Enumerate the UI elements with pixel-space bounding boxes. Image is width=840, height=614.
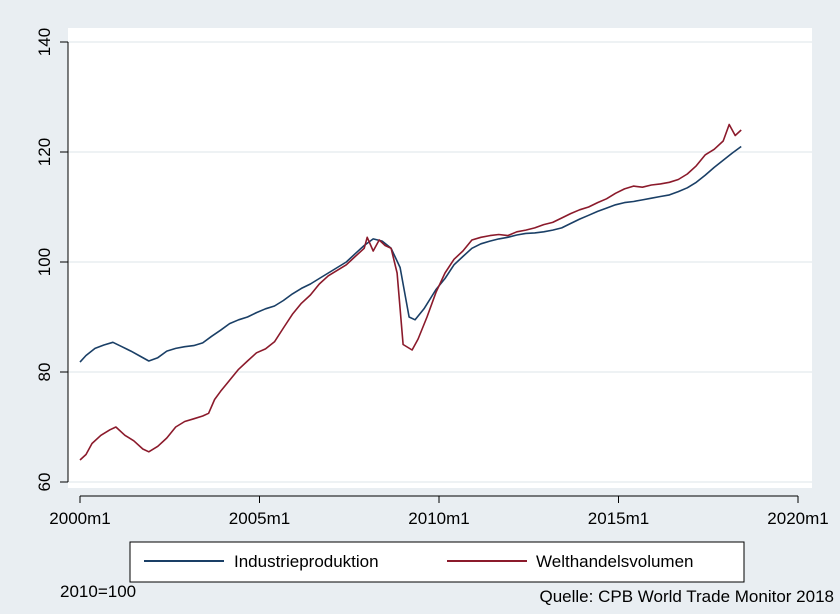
y-tick-label: 80 bbox=[35, 363, 54, 382]
legend-label-industrieproduktion: Industrieproduktion bbox=[234, 552, 379, 571]
source-note: Quelle: CPB World Trade Monitor 2018 bbox=[540, 587, 835, 606]
note-base-year: 2010=100 bbox=[60, 582, 136, 601]
x-tick-label: 2015m1 bbox=[588, 509, 649, 528]
y-tick-label: 100 bbox=[35, 248, 54, 276]
y-tick-label: 60 bbox=[35, 473, 54, 492]
gridlines bbox=[68, 41, 812, 483]
series-line-welthandelsvolumen bbox=[79, 123, 742, 461]
x-tick-label: 2005m1 bbox=[229, 509, 290, 528]
x-tick-label: 2000m1 bbox=[49, 509, 110, 528]
legend: Industrieproduktion Welthandelsvolumen bbox=[129, 541, 745, 583]
x-tick-label: 2020m1 bbox=[767, 509, 828, 528]
axes: 60 80 100 120 140 2000m1 2005m1 2010m1 2015m1 202… bbox=[35, 28, 829, 528]
plot-area bbox=[68, 28, 812, 488]
legend-box bbox=[129, 541, 745, 583]
y-tick-label: 140 bbox=[35, 28, 54, 56]
series-lines bbox=[79, 123, 742, 461]
x-tick-label: 2010m1 bbox=[408, 509, 469, 528]
series-line-industrieproduktion bbox=[79, 145, 742, 363]
y-tick-label: 120 bbox=[35, 138, 54, 166]
legend-label-welthandelsvolumen: Welthandelsvolumen bbox=[536, 552, 694, 571]
